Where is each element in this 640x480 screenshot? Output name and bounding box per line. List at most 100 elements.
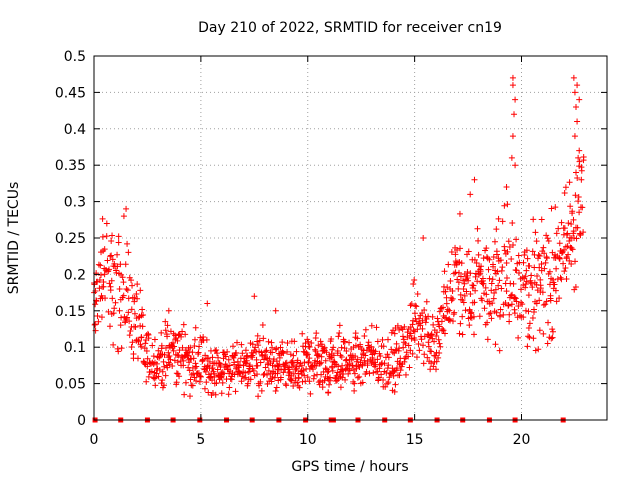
data-point (498, 267, 505, 274)
data-point (523, 247, 530, 254)
y-tick-label: 0.05 (55, 377, 86, 393)
data-point (568, 260, 575, 267)
data-point (526, 320, 533, 327)
data-point (496, 347, 503, 354)
data-point (318, 353, 325, 360)
data-point (466, 322, 473, 329)
data-point (100, 278, 107, 285)
data-point (165, 307, 172, 314)
data-point (178, 353, 185, 360)
data-point (341, 338, 348, 345)
data-point (202, 352, 209, 359)
data-point (144, 330, 151, 337)
data-point (449, 318, 456, 325)
data-point (329, 367, 336, 374)
data-point (217, 362, 224, 369)
grid-lines (94, 56, 607, 420)
data-point (192, 360, 199, 367)
data-point (120, 213, 127, 220)
data-point (257, 359, 264, 366)
data-point (123, 285, 130, 292)
data-point (306, 378, 313, 385)
data-point (574, 82, 581, 89)
data-point (301, 372, 308, 379)
data-point (569, 208, 576, 215)
data-point (174, 337, 181, 344)
data-point (120, 279, 127, 286)
data-point (536, 252, 543, 259)
data-point (420, 360, 427, 367)
data-point (354, 374, 361, 381)
data-point (512, 162, 519, 169)
data-point (401, 358, 408, 365)
data-point (186, 393, 193, 400)
data-point (551, 281, 558, 288)
data-point (101, 246, 108, 253)
data-point (398, 325, 405, 332)
data-point (162, 318, 169, 325)
data-point (410, 327, 417, 334)
data-point (496, 277, 503, 284)
data-point (474, 278, 481, 285)
data-point (568, 221, 575, 228)
data-point (284, 348, 291, 355)
data-point (352, 353, 359, 360)
data-point (510, 241, 517, 248)
data-point (445, 261, 452, 268)
data-point (263, 347, 270, 354)
data-point (517, 299, 524, 306)
data-point (396, 372, 403, 379)
data-point (569, 246, 576, 253)
data-point (281, 362, 288, 369)
data-point (158, 342, 165, 349)
data-point (213, 350, 220, 357)
data-point (179, 328, 186, 335)
data-point (325, 389, 332, 396)
data-point (580, 157, 587, 164)
data-point (578, 176, 585, 183)
data-point (504, 201, 511, 208)
data-point (379, 336, 386, 343)
data-point (548, 205, 555, 212)
data-point (220, 370, 227, 377)
data-point (264, 371, 271, 378)
data-point (293, 365, 300, 372)
data-point (471, 256, 478, 263)
data-point (180, 321, 187, 328)
data-point (549, 328, 556, 335)
axis-ticks (93, 55, 607, 421)
data-point (225, 391, 232, 398)
data-point (189, 349, 196, 356)
data-point (404, 329, 411, 336)
data-point (206, 358, 213, 365)
data-point (110, 310, 117, 317)
data-point (186, 367, 193, 374)
data-point (459, 331, 466, 338)
data-point (485, 266, 492, 273)
data-point (295, 374, 302, 381)
chart-title: Day 210 of 2022, SRMTID for receiver cn1… (198, 20, 502, 36)
data-point (292, 366, 299, 373)
data-point (391, 350, 398, 357)
data-point (178, 333, 185, 340)
data-point (280, 350, 287, 357)
data-point (342, 366, 349, 373)
data-point (511, 310, 518, 317)
data-point (528, 280, 535, 287)
data-point (286, 364, 293, 371)
data-point (511, 294, 518, 301)
data-point (458, 260, 465, 267)
data-point (365, 339, 372, 346)
data-point (567, 203, 574, 210)
data-point (128, 344, 135, 351)
data-point (473, 259, 480, 266)
data-point (436, 308, 443, 315)
data-point (279, 339, 286, 346)
data-point (330, 344, 337, 351)
data-point (187, 344, 194, 351)
data-point (109, 256, 116, 263)
data-point (475, 251, 482, 258)
data-point (449, 288, 456, 295)
data-point (537, 276, 544, 283)
